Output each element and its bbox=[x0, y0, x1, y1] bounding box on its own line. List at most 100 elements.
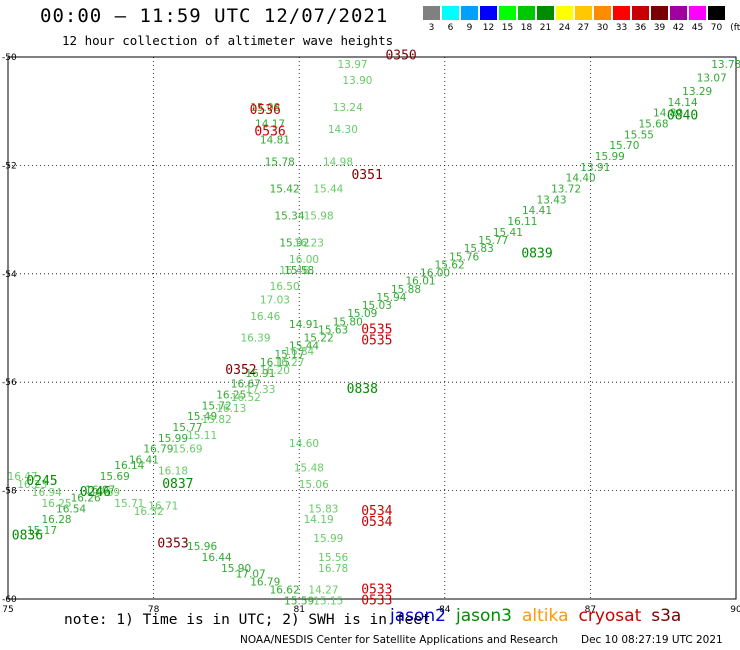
wave-height-label: 15.69 bbox=[90, 487, 120, 499]
legend-cryosat: cryosat bbox=[578, 606, 642, 626]
pass-time-label: 0840 bbox=[667, 108, 698, 123]
wave-height-label: 15.92 bbox=[279, 238, 309, 250]
wave-height-label: 15.48 bbox=[294, 463, 324, 475]
legend-jason3: jason3 bbox=[456, 606, 512, 626]
scale-label: 18 bbox=[520, 23, 533, 33]
wave-height-label: 15.49 bbox=[187, 411, 217, 423]
wave-height-label: 15.59 bbox=[284, 595, 314, 607]
wave-height-label: 14.17 bbox=[255, 118, 285, 130]
wave-height-label: 16.15 bbox=[260, 357, 290, 369]
wave-height-label: 15.41 bbox=[493, 227, 523, 239]
pass-time-label: 0246 bbox=[80, 485, 111, 500]
scale-label: 36 bbox=[634, 23, 647, 33]
wave-height-label: 15.55 bbox=[624, 129, 654, 141]
wave-height-label: 16.00 bbox=[420, 268, 450, 280]
wave-height-label: 16.28 bbox=[42, 514, 72, 526]
scale-label: 24 bbox=[558, 23, 571, 33]
wave-height-label: 13.24 bbox=[333, 102, 363, 114]
wave-height-label: 15.72 bbox=[202, 400, 232, 412]
pass-time-label: 0534 bbox=[361, 504, 392, 519]
wave-height-label: 13.90 bbox=[342, 75, 372, 87]
wave-height-label: 16.46 bbox=[279, 265, 309, 277]
scale-swatch bbox=[651, 6, 668, 20]
wave-height-label: 15.42 bbox=[270, 184, 300, 196]
wave-height-label: 15.68 bbox=[638, 118, 668, 130]
wave-height-label: 15.62 bbox=[435, 259, 465, 271]
wave-height-label: 16.62 bbox=[270, 585, 300, 597]
wave-height-label: 16.44 bbox=[202, 552, 232, 564]
wave-height-label: 15.99 bbox=[595, 151, 625, 163]
scale-swatch bbox=[632, 6, 649, 20]
wave-height-label: 15.06 bbox=[299, 479, 329, 491]
wave-height-label: 15.44 bbox=[313, 184, 343, 196]
wave-height-label: 15.77 bbox=[478, 235, 508, 247]
pass-time-label: 0535 bbox=[361, 333, 392, 348]
y-tick-label: -52 bbox=[2, 161, 17, 171]
page-title: 00:00 – 11:59 UTC 12/07/2021 bbox=[40, 5, 389, 27]
wave-height-label: 16.00 bbox=[289, 254, 319, 266]
plot-frame bbox=[7, 56, 737, 600]
wave-height-label: 16.01 bbox=[406, 276, 436, 288]
scale-label: 30 bbox=[596, 23, 609, 33]
scale-swatch bbox=[537, 6, 554, 20]
wave-height-label: 16.18 bbox=[158, 465, 188, 477]
x-tick-label: 75 bbox=[2, 605, 13, 615]
wave-height-label: 13.97 bbox=[338, 59, 368, 71]
pass-time-label: 0352 bbox=[225, 363, 256, 378]
wave-height-label: 16.13 bbox=[216, 403, 246, 415]
wave-height-label: 16.84 bbox=[284, 346, 314, 358]
scale-label: 45 bbox=[691, 23, 704, 33]
y-tick-label: -54 bbox=[2, 270, 17, 280]
scale-label: 70 bbox=[710, 23, 723, 33]
wave-height-label: 13.07 bbox=[697, 72, 727, 84]
y-tick-label: -60 bbox=[2, 595, 17, 605]
scale-label: 27 bbox=[577, 23, 590, 33]
wave-height-label: 15.96 bbox=[187, 541, 217, 553]
pass-time-label: 0536 bbox=[250, 103, 281, 118]
pass-time-label: 0838 bbox=[347, 382, 378, 397]
wave-height-label: 15.78 bbox=[265, 156, 295, 168]
wave-height-label: 17.03 bbox=[260, 295, 290, 307]
scale-swatch bbox=[518, 6, 535, 20]
wave-height-label: 15.76 bbox=[449, 251, 479, 263]
wave-height-label: 14.91 bbox=[289, 319, 319, 331]
wave-height-label: 15.80 bbox=[333, 316, 363, 328]
wave-height-label: 15.22 bbox=[304, 333, 334, 345]
wave-height-label: 15.17 bbox=[27, 525, 57, 537]
pass-time-label: 0837 bbox=[162, 477, 193, 492]
x-tick-label: 87 bbox=[585, 605, 596, 615]
pass-time-label: 0533 bbox=[361, 593, 392, 608]
scale-swatch bbox=[480, 6, 497, 20]
scale-swatch bbox=[670, 6, 687, 20]
footnote: note: 1) Time is in UTC; 2) SWH is in fe… bbox=[64, 612, 431, 628]
scale-swatch bbox=[613, 6, 630, 20]
credit-text: NOAA/NESDIS Center for Satellite Applica… bbox=[240, 634, 558, 646]
wave-height-label: 16.23 bbox=[17, 479, 47, 491]
wave-height-label: 16.25 bbox=[42, 498, 72, 510]
wave-height-label: 15.82 bbox=[202, 414, 232, 426]
wave-height-label: 16.67 bbox=[231, 379, 261, 391]
wave-height-label: 15.11 bbox=[187, 430, 217, 442]
wave-height-label: 15.99 bbox=[158, 433, 188, 445]
scale-swatch bbox=[442, 6, 459, 20]
wave-height-label: 13.91 bbox=[580, 162, 610, 174]
x-tick-label: 84 bbox=[439, 605, 451, 615]
generated-time: Dec 10 08:27:19 UTC 2021 bbox=[581, 634, 723, 646]
wave-height-label: 14.27 bbox=[308, 585, 338, 597]
y-tick-label: -56 bbox=[2, 378, 17, 388]
wave-height-label: 16.79 bbox=[250, 576, 280, 588]
wave-height-label: 16.50 bbox=[270, 281, 300, 293]
wave-height-label: 16.32 bbox=[134, 506, 164, 518]
scale-swatch bbox=[594, 6, 611, 20]
wave-height-label: 15.69 bbox=[173, 444, 203, 456]
wave-height-label: 13.29 bbox=[682, 86, 712, 98]
scale-swatch bbox=[575, 6, 592, 20]
wave-height-label: 16.20 bbox=[260, 365, 290, 377]
wave-height-label: 16.94 bbox=[32, 487, 62, 499]
wave-height-label: 16.27 bbox=[274, 357, 304, 369]
scale-swatch bbox=[708, 6, 725, 20]
wave-height-label: 16.47 bbox=[8, 471, 38, 483]
wave-height-label: 15.08 bbox=[250, 102, 280, 114]
scale-label: 6 bbox=[447, 23, 454, 33]
